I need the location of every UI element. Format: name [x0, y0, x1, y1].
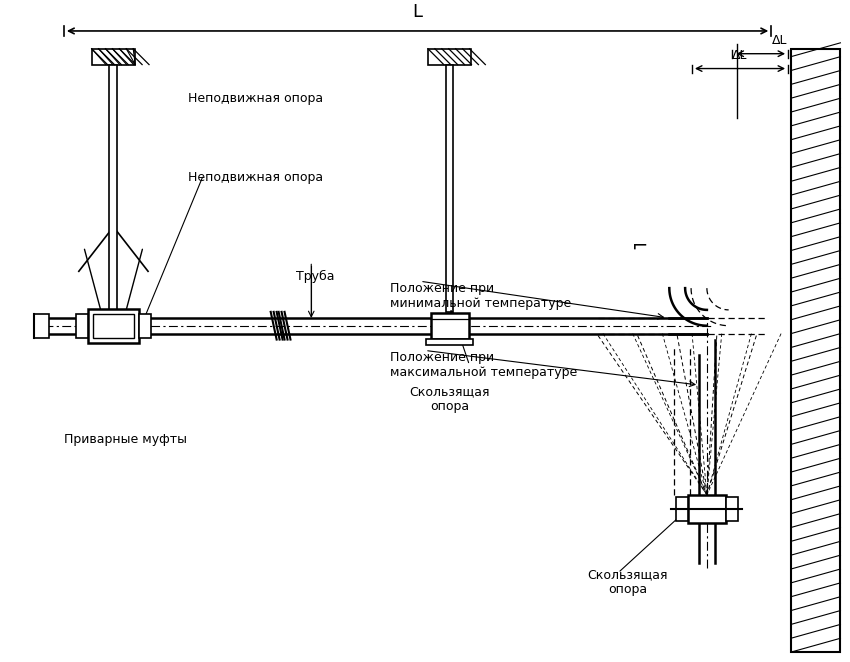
- Bar: [139, 314, 151, 338]
- Text: ΔL: ΔL: [733, 48, 748, 62]
- Text: Приварные муфты: Приварные муфты: [64, 433, 187, 446]
- Bar: [677, 496, 688, 520]
- Bar: [446, 65, 453, 312]
- Bar: [688, 495, 726, 522]
- Bar: [93, 314, 134, 338]
- Bar: [76, 314, 88, 338]
- Text: ⌐: ⌐: [632, 237, 649, 256]
- Bar: [791, 49, 841, 652]
- Bar: [426, 338, 473, 344]
- Bar: [726, 496, 738, 520]
- Text: Труба: Труба: [297, 269, 335, 283]
- Bar: [428, 49, 472, 65]
- Bar: [92, 49, 135, 65]
- Text: ΔL: ΔL: [772, 34, 787, 47]
- Text: Положение при
максимальной температуре: Положение при максимальной температуре: [390, 352, 578, 379]
- Text: Неподвижная опора: Неподвижная опора: [188, 92, 323, 105]
- Text: Скользящая
опора: Скользящая опора: [587, 568, 668, 596]
- Bar: [110, 65, 117, 312]
- Bar: [431, 313, 468, 338]
- Text: Неподвижная опора: Неподвижная опора: [188, 171, 323, 184]
- Text: L: L: [412, 3, 422, 21]
- Text: Положение при
минимальной температуре: Положение при минимальной температуре: [390, 282, 572, 310]
- Bar: [34, 314, 49, 338]
- Text: Скользящая
опора: Скользящая опора: [410, 385, 490, 413]
- Bar: [88, 309, 139, 342]
